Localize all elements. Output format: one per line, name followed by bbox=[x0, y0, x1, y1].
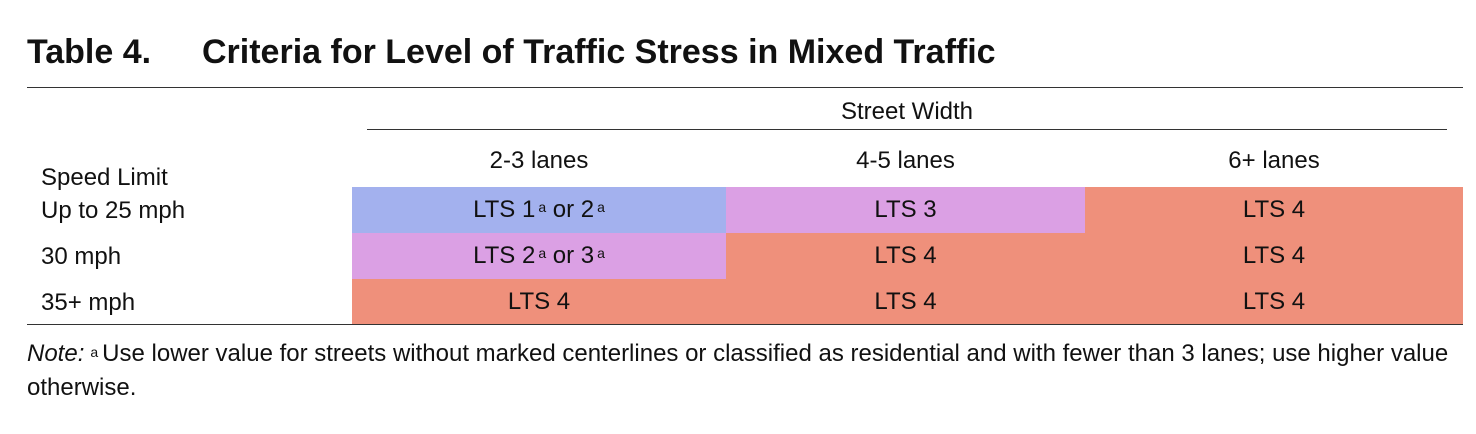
lts-cell-value: LTS 4 bbox=[1243, 288, 1305, 316]
bottom-rule bbox=[27, 324, 1463, 325]
lts-cell: LTS 4 bbox=[726, 279, 1085, 324]
lts-cell-value: LTS 4 bbox=[1243, 196, 1305, 224]
top-rule bbox=[27, 87, 1463, 88]
column-header-2-3-lanes: 2-3 lanes bbox=[489, 147, 589, 174]
row-label-up-to-25-mph: Up to 25 mph bbox=[41, 197, 186, 224]
lts-text: LTS 4 bbox=[874, 287, 937, 315]
note-label: Note: bbox=[27, 340, 85, 367]
lts-text: LTS 4 bbox=[1242, 196, 1306, 223]
lts-text: LTS 4 bbox=[507, 287, 571, 315]
column-header-6-plus-lanes: 6+ lanes bbox=[1228, 147, 1320, 174]
lts-cell: LTS 4 bbox=[1085, 233, 1463, 279]
lts-text: LTS 4 bbox=[1242, 242, 1306, 269]
lts-cell-value: LTS 3 bbox=[874, 196, 936, 224]
lts-text: or 2 bbox=[546, 196, 595, 223]
lts-cell-value: LTS 4 bbox=[874, 288, 936, 316]
lts-cell-value: LTS 4 bbox=[1243, 242, 1305, 270]
column-header-4-5-lanes: 4-5 lanes bbox=[856, 147, 955, 174]
lts-cell: LTS 4 bbox=[1085, 279, 1463, 324]
lts-cell-value: LTS 4 bbox=[508, 288, 570, 316]
note-text: Use lower value for streets without mark… bbox=[27, 340, 1449, 401]
street-width-header: Street Width bbox=[840, 98, 974, 125]
lts-text: LTS 1 bbox=[473, 196, 536, 223]
lts-cell: LTS 4 bbox=[726, 233, 1085, 279]
street-width-rule bbox=[367, 129, 1447, 130]
lts-text: LTS 4 bbox=[1242, 287, 1306, 315]
note-marker: a bbox=[90, 344, 99, 360]
row-label-30-mph: 30 mph bbox=[41, 243, 122, 270]
lts-cell: LTS 3 bbox=[726, 187, 1085, 233]
table-number: Table 4. bbox=[27, 33, 152, 71]
row-label-35-plus-mph: 35+ mph bbox=[41, 289, 136, 316]
footnote-marker: a bbox=[538, 245, 547, 261]
footnote-marker: a bbox=[597, 245, 605, 261]
footnote-marker: a bbox=[597, 199, 605, 215]
speed-limit-header: Speed Limit bbox=[41, 164, 168, 191]
lts-text: LTS 2 bbox=[473, 242, 536, 269]
table-note: Note: a Use lower value for streets withou… bbox=[27, 338, 1467, 403]
lts-text: LTS 3 bbox=[874, 196, 937, 223]
lts-cell: LTS 4 bbox=[352, 279, 726, 324]
table-title: Table 4. Criteria for Level of Traffic St… bbox=[27, 30, 996, 74]
table-title-text: Criteria for Level of Traffic Stress in … bbox=[202, 33, 996, 71]
lts-cell: LTS 4 bbox=[1085, 187, 1463, 233]
lts-text: or 3 bbox=[546, 242, 595, 269]
footnote-marker: a bbox=[538, 199, 547, 215]
lts-cell-value: LTS 4 bbox=[874, 242, 936, 270]
lts-text: LTS 4 bbox=[874, 242, 937, 269]
